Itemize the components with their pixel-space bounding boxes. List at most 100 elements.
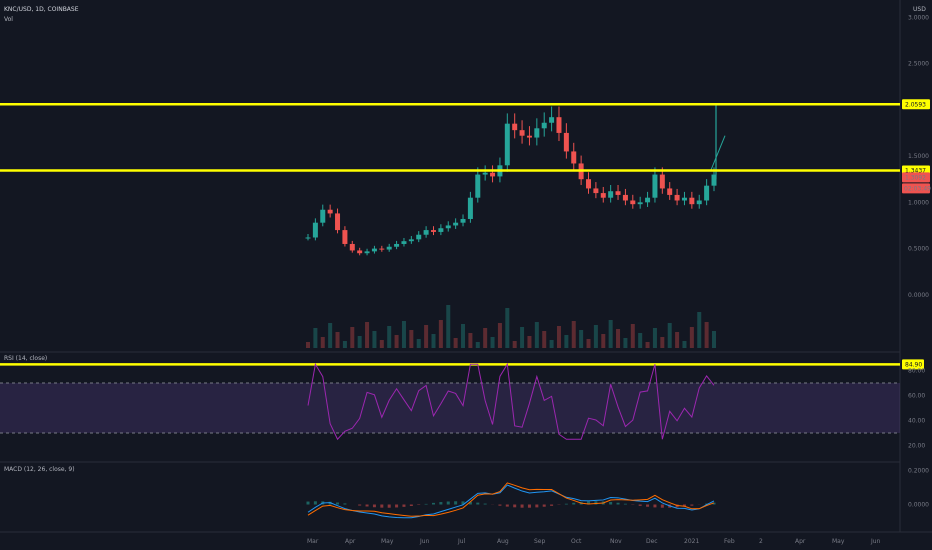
candle-body[interactable] [556,117,562,133]
candle-body[interactable] [586,179,592,189]
candle-body[interactable] [600,193,606,198]
countdown-text: 02:03:49 [904,185,931,192]
candle-body[interactable] [453,222,459,226]
candle-body[interactable] [349,243,355,251]
macd-histogram-bar [476,502,480,505]
volume-bar [542,331,547,348]
candle-body[interactable] [475,174,481,198]
volume-bar [689,327,694,348]
candle-body[interactable] [519,130,525,136]
candle-body[interactable] [541,122,547,129]
macd-histogram-bar [431,502,435,505]
candle-body[interactable] [371,248,377,252]
volume-bar [357,336,362,348]
level-price-badge-text: 1.3437 [905,168,926,175]
volume-bar [704,322,709,348]
volume-bar [593,325,598,348]
volume-bar [512,341,517,348]
candle-body[interactable] [312,222,318,238]
candle-body[interactable] [593,188,599,194]
volume-bar [527,336,532,348]
candle-body[interactable] [689,197,695,205]
macd-histogram-bar [461,501,465,505]
macd-histogram-bar [587,501,591,505]
candle-body[interactable] [305,237,311,239]
symbol-title: KNC/USD, 1D, COINBASE [4,6,79,13]
candle-body[interactable] [696,200,702,205]
volume-bar [675,332,680,348]
macd-label: MACD (12, 26, close, 9) [4,466,75,473]
candle-body[interactable] [379,248,385,250]
time-tick-label: Jun [419,538,430,545]
candle-body[interactable] [438,228,444,232]
candle-body[interactable] [364,251,370,254]
volume-bar [313,328,318,348]
candle-body[interactable] [659,174,665,189]
candle-body[interactable] [526,135,532,138]
candle-body[interactable] [549,117,555,123]
candle-body[interactable] [460,218,466,223]
candle-body[interactable] [386,246,392,250]
candle-body[interactable] [482,172,488,175]
macd-line [307,484,715,519]
candle-body[interactable] [667,188,673,195]
candle-body[interactable] [401,241,407,244]
volume-bar [556,326,561,348]
macd-histogram-bar [313,501,317,505]
time-tick-label: Jul [457,538,466,545]
candle-body[interactable] [681,197,687,201]
candle-body[interactable] [704,185,710,201]
candle-body[interactable] [445,225,451,229]
candle-body[interactable] [357,250,363,254]
candle-body[interactable] [467,197,473,219]
macd-histogram-bar [454,501,458,505]
volume-bar [520,327,525,348]
current-price-badge [902,172,930,183]
candle-body[interactable] [394,243,400,247]
candle-body[interactable] [630,200,636,205]
time-tick-label: May [381,538,394,545]
candle-body[interactable] [563,132,569,152]
rsi-level-badge-text: 84.90 [905,361,922,368]
candle-body[interactable] [320,209,326,223]
candle-body[interactable] [571,151,577,164]
macd-tick-label: 0.2000 [908,468,929,475]
volume-bar [461,324,466,348]
candle-body[interactable] [652,174,658,198]
candle-body[interactable] [711,174,717,186]
macd-histogram-bar [690,504,694,506]
macd-histogram-bar [365,504,369,507]
price-tick-label: 0.0000 [908,292,929,299]
candle-body[interactable] [327,209,333,214]
macd-histogram-bar [535,504,539,508]
candle-body[interactable] [416,234,422,240]
volume-bar [483,328,488,348]
time-tick-label: Sep [534,538,546,545]
trend-projection-line [710,135,726,171]
macd-histogram-bar [609,501,613,505]
candle-body[interactable] [408,239,414,242]
volume-bar [342,341,347,348]
candle-body[interactable] [615,191,621,195]
macd-histogram-bar [712,502,716,505]
candle-body[interactable] [608,191,614,198]
macd-histogram-bar [550,504,554,506]
candle-body[interactable] [534,128,540,138]
volume-bar [438,320,443,348]
candle-body[interactable] [512,123,518,131]
volume-bar [306,342,310,348]
candle-body[interactable] [342,230,348,244]
volume-bar [497,323,502,348]
volume-bar [409,330,414,348]
candle-body[interactable] [423,230,429,235]
candle-body[interactable] [637,202,643,205]
candle-body[interactable] [335,213,341,231]
volume-bar [652,328,657,348]
candle-body[interactable] [645,197,651,203]
candle-body[interactable] [622,194,628,201]
candle-body[interactable] [490,172,496,177]
candle-body[interactable] [504,123,510,166]
candle-body[interactable] [430,230,436,232]
candle-body[interactable] [674,194,680,201]
